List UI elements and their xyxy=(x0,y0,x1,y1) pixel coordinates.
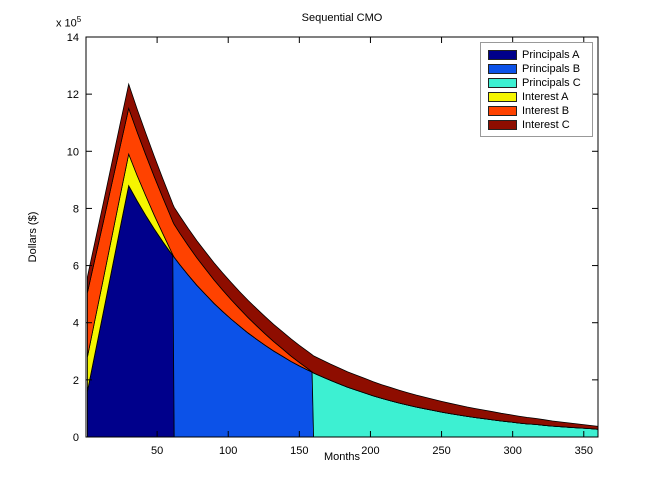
legend-label: Interest A xyxy=(522,90,569,103)
x-tick-label: 200 xyxy=(361,445,379,457)
legend-swatch-principals-c xyxy=(488,77,517,88)
y-tick-label: 0 xyxy=(73,432,79,444)
x-tick-label: 50 xyxy=(151,445,163,457)
y-tick-label: 6 xyxy=(73,261,79,273)
legend-item-principals-b: Principals B xyxy=(488,62,592,75)
legend-swatch-principals-b xyxy=(488,63,517,74)
legend-label: Principals B xyxy=(522,62,581,75)
legend-item-principals-a: Principals A xyxy=(488,48,592,61)
y-tick-label: 10 xyxy=(67,146,79,158)
legend-label: Interest C xyxy=(522,118,570,131)
legend-label: Principals A xyxy=(522,48,580,61)
legend-swatch-interest-b xyxy=(488,105,517,116)
x-tick-label: 250 xyxy=(432,445,450,457)
y-axis-label: Dollars ($) xyxy=(27,211,39,263)
legend-item-interest-c: Interest C xyxy=(488,118,592,131)
legend-swatch-interest-c xyxy=(488,119,517,130)
x-tick-label: 150 xyxy=(290,445,308,457)
x-tick-label: 350 xyxy=(575,445,593,457)
legend-item-interest-b: Interest B xyxy=(488,104,592,117)
legend-item-principals-c: Principals C xyxy=(488,76,592,89)
y-tick-label: 8 xyxy=(73,203,79,215)
x-tick-label: 300 xyxy=(503,445,521,457)
chart-title: Sequential CMO xyxy=(301,12,383,24)
legend: Principals A Principals B Principals C I… xyxy=(480,42,593,137)
y-tick-label: 14 xyxy=(67,32,79,44)
legend-swatch-principals-a xyxy=(488,49,517,60)
x-tick-label: 100 xyxy=(219,445,237,457)
y-tick-label: 12 xyxy=(67,89,79,101)
x-axis-label: Months xyxy=(323,451,361,463)
y-axis-exponent-label: x 105 xyxy=(56,15,82,30)
axes-box xyxy=(85,36,599,438)
legend-swatch-interest-a xyxy=(488,91,517,102)
y-tick-label: 4 xyxy=(73,318,79,330)
legend-label: Interest B xyxy=(522,104,570,117)
legend-label: Principals C xyxy=(522,76,581,89)
legend-item-interest-a: Interest A xyxy=(488,90,592,103)
y-tick-label: 2 xyxy=(73,375,79,387)
